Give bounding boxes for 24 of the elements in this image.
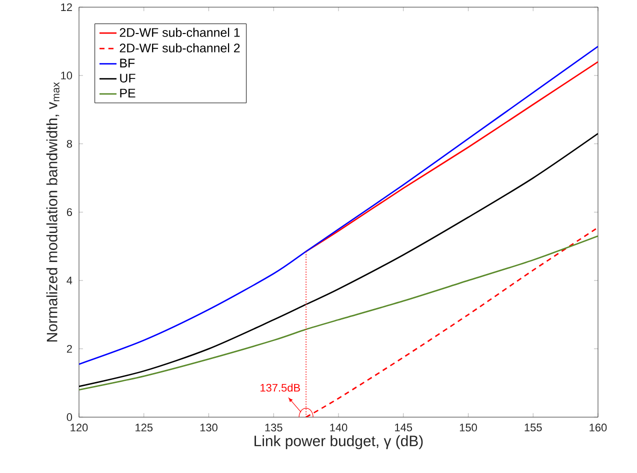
x-tick-label: 140: [330, 424, 348, 432]
legend-label: UF: [120, 74, 136, 82]
x-tick-label: 155: [524, 424, 542, 432]
y-tick-label: 4: [66, 276, 72, 284]
x-tick-label: 120: [70, 424, 88, 432]
y-tick-label: 6: [66, 208, 72, 216]
x-tick-label: 160: [590, 424, 607, 432]
annotation: 137.5dB: [260, 384, 300, 392]
x-tick-label: 135: [265, 424, 282, 432]
y-tick-label: 10: [61, 72, 72, 80]
y-axis-title: Normalized modulation bandwidth, v$_{max}$: [46, 82, 60, 342]
x-tick-label: 125: [136, 424, 153, 432]
x-axis-title: Link power budget, γ (dB): [254, 435, 423, 450]
y-tick-label: 12: [61, 3, 72, 11]
y-tick-label: 8: [66, 140, 72, 148]
x-tick-label: 145: [395, 424, 412, 432]
legend-label: 2D-WF sub-channel 1: [120, 28, 240, 37]
legend-label: BF: [120, 58, 135, 68]
legend-label: PE: [120, 88, 136, 98]
y-tick-label: 2: [66, 344, 72, 353]
x-tick-label: 150: [460, 424, 477, 432]
legend-label: 2D-WF sub-channel 2: [120, 43, 240, 52]
x-tick-label: 130: [200, 424, 218, 432]
y-tick-label: 0: [66, 413, 72, 421]
